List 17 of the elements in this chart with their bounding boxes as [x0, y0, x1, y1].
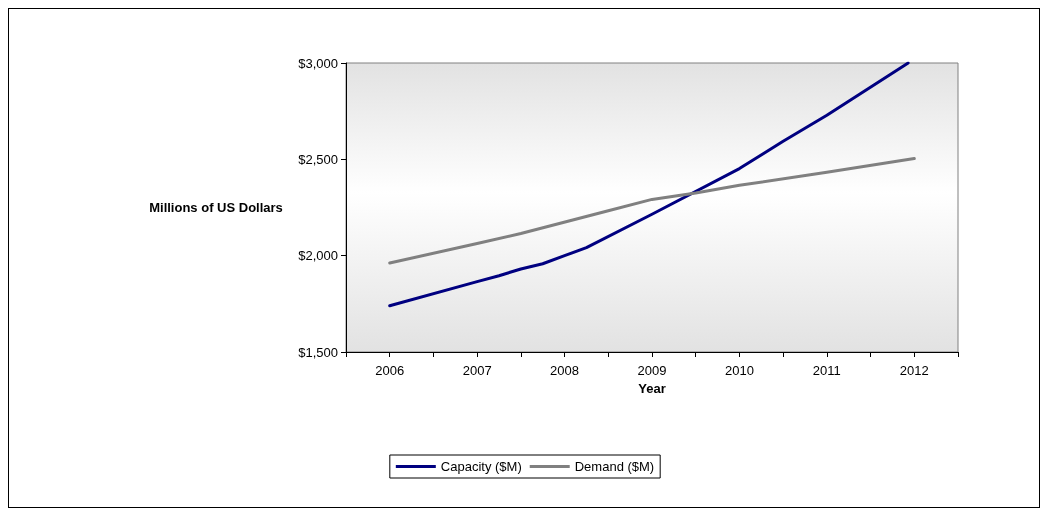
x-tick-label: 2010	[724, 363, 754, 378]
legend-label: Demand ($M)	[574, 459, 655, 474]
x-tick-label: 2008	[550, 363, 580, 378]
legend-label: Capacity ($M)	[440, 459, 522, 474]
x-tick-label: 2006	[375, 363, 405, 378]
x-tick-label: 2007	[462, 363, 492, 378]
line-series	[388, 61, 910, 308]
x-tick-label: 2012	[899, 363, 929, 378]
x-axis-title: Year	[638, 381, 666, 396]
line-series	[388, 157, 916, 265]
y-tick-label: $3,000	[298, 55, 338, 71]
x-tick-label: 2011	[812, 363, 841, 378]
y-tick-label: $1,500	[298, 344, 338, 360]
y-tick-label: $2,500	[298, 151, 338, 167]
x-tick-label: 2009	[637, 363, 667, 378]
y-tick-label: $2,000	[298, 248, 338, 264]
y-axis-title: Millions of US Dollars	[149, 200, 283, 215]
